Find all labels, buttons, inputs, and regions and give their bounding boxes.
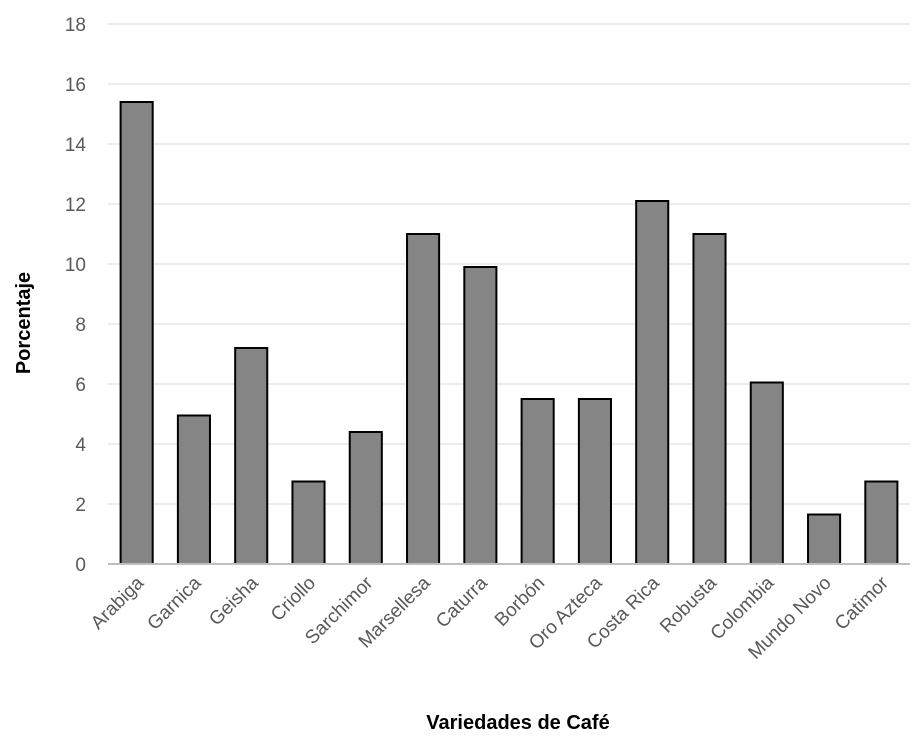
x-tick-label: Geisha: [205, 572, 263, 630]
x-tick-label: Arabiga: [87, 572, 148, 633]
x-tick-label: Catimor: [831, 572, 893, 634]
bar-oro-azteca: [577, 398, 612, 565]
bar-costa-rica: [635, 200, 670, 565]
y-tick-label: 10: [65, 255, 86, 276]
bars: [119, 101, 899, 565]
gridlines: [108, 23, 910, 505]
bar-catimor: [864, 480, 899, 565]
x-tick-label: Garnica: [144, 572, 206, 634]
y-axis-title: Porcentaje: [13, 272, 35, 374]
bar-garnica: [176, 414, 211, 565]
bar-robusta: [692, 233, 727, 565]
bar-caturra: [463, 266, 498, 565]
bar-borbón: [520, 398, 555, 565]
y-tick-label: 2: [75, 495, 86, 516]
y-tick-label: 6: [75, 375, 86, 396]
bar-marsellesa: [406, 233, 441, 565]
y-tick-label: 0: [75, 555, 86, 576]
y-tick-label: 12: [65, 195, 86, 216]
x-tick-label: Criollo: [267, 573, 320, 626]
y-axis-ticks: 0 2 4 6 8 10 12 14 16 18: [65, 15, 87, 576]
x-axis-title: Variedades de Café: [426, 712, 609, 734]
y-tick-label: 18: [65, 15, 86, 36]
x-tick-label: Borbón: [491, 573, 549, 631]
y-tick-label: 8: [75, 315, 86, 336]
bar-criollo: [291, 480, 326, 565]
bar-sarchimor: [348, 431, 383, 565]
y-tick-label: 14: [65, 135, 87, 156]
y-tick-label: 16: [65, 75, 86, 96]
x-tick-label: Caturra: [432, 572, 492, 632]
bar-geisha: [234, 347, 269, 565]
bar-mundo-novo: [807, 513, 842, 565]
bar-arabiga: [119, 101, 154, 565]
y-tick-label: 4: [75, 435, 86, 456]
bar-colombia: [749, 381, 784, 565]
